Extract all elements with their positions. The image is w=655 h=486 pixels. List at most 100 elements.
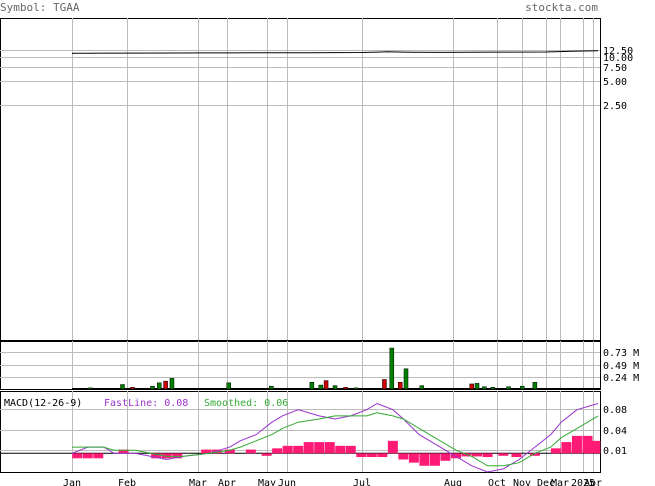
macd-histogram-bar bbox=[398, 453, 409, 460]
macd-histogram-bar bbox=[161, 453, 172, 459]
macd-smoothed-label: Smoothed: 0.06 bbox=[204, 398, 288, 409]
macd-histogram-bar bbox=[201, 449, 212, 454]
macd-histogram-bar bbox=[498, 453, 509, 456]
macd-tick-label: 0.08 bbox=[603, 405, 627, 416]
volume-bar bbox=[353, 387, 359, 390]
symbol-label: Symbol: TGAA bbox=[0, 1, 80, 14]
macd-fastline-label: FastLine: 0.08 bbox=[104, 398, 188, 409]
macd-histogram-bar bbox=[550, 448, 561, 454]
volume-bar bbox=[269, 385, 274, 390]
macd-histogram-bar bbox=[529, 453, 540, 456]
x-tick-label: Jan bbox=[63, 478, 81, 486]
volume-bar bbox=[318, 384, 324, 390]
volume-tick-label: 0.24 M bbox=[603, 373, 639, 384]
macd-histogram-bar bbox=[224, 449, 235, 454]
volume-bar bbox=[323, 380, 329, 390]
volume-bar bbox=[157, 382, 162, 390]
volume-bar bbox=[403, 368, 409, 390]
x-tick-label: Apr bbox=[218, 478, 236, 486]
volume-bar bbox=[389, 347, 395, 390]
x-tick-label: Mar bbox=[189, 478, 207, 486]
volume-bar bbox=[332, 385, 338, 390]
macd-histogram-bar bbox=[82, 453, 93, 459]
macd-histogram-bar bbox=[293, 445, 304, 454]
macd-histogram-bar bbox=[366, 453, 377, 458]
macd-histogram-bar bbox=[272, 448, 283, 454]
x-tick-label: Feb bbox=[118, 478, 136, 486]
macd-frame bbox=[0, 391, 601, 473]
macd-histogram-bar bbox=[561, 442, 572, 454]
macd-histogram-bar bbox=[482, 453, 493, 458]
macd-histogram-bar bbox=[419, 453, 430, 466]
macd-smoothed-line bbox=[72, 412, 599, 467]
macd-histogram-bar bbox=[356, 453, 367, 458]
volume-bar bbox=[88, 387, 93, 390]
price-tick-label: 5.00 bbox=[603, 77, 627, 88]
macd-title: MACD(12-26-9) bbox=[4, 398, 82, 409]
volume-bar bbox=[469, 383, 475, 390]
volume-bar bbox=[482, 386, 487, 390]
macd-histogram-bar bbox=[245, 449, 256, 454]
price-tick-label: 10.00 bbox=[603, 53, 633, 64]
x-tick-label: Oct bbox=[488, 478, 506, 486]
price-frame bbox=[0, 18, 601, 341]
volume-bar bbox=[506, 386, 511, 390]
x-tick-label: Aug bbox=[444, 478, 462, 486]
x-tick-label: Dec bbox=[537, 478, 555, 486]
macd-histogram-bar bbox=[429, 453, 440, 466]
x-tick-label: Apr bbox=[584, 478, 602, 486]
macd-histogram-bar bbox=[450, 453, 461, 459]
volume-bar bbox=[343, 387, 348, 390]
macd-histogram-bar bbox=[261, 453, 272, 456]
price-tick-label: 12.50 bbox=[603, 46, 633, 57]
macd-histogram-bar bbox=[377, 453, 388, 458]
volume-tick-label: 0.73 M bbox=[603, 348, 639, 359]
x-tick-label: May bbox=[258, 478, 276, 486]
macd-histogram-bar bbox=[440, 453, 451, 461]
volume-bar bbox=[163, 380, 168, 390]
macd-histogram-bar bbox=[387, 440, 398, 454]
volume-tick-label: 0.49 M bbox=[603, 361, 639, 372]
macd-histogram-bar bbox=[472, 453, 483, 457]
x-tick-label: 2025 bbox=[571, 478, 595, 486]
macd-histogram-bar bbox=[172, 453, 183, 459]
volume-bar bbox=[532, 382, 538, 390]
x-tick-label: Nov bbox=[513, 478, 531, 486]
volume-bar bbox=[150, 385, 155, 390]
volume-bar bbox=[226, 382, 231, 390]
macd-histogram-bar bbox=[582, 435, 593, 454]
volume-bar bbox=[490, 387, 496, 390]
volume-bar bbox=[397, 382, 403, 390]
x-tick-label: Mar bbox=[551, 478, 569, 486]
macd-histogram-bar bbox=[314, 442, 325, 454]
macd-tick-label: 0.04 bbox=[603, 426, 627, 437]
volume-bar bbox=[130, 387, 135, 390]
volume-bar bbox=[120, 384, 125, 390]
macd-histogram-bar bbox=[408, 453, 419, 463]
macd-histogram-bar bbox=[282, 445, 293, 454]
price-tick-label: 2.50 bbox=[603, 101, 627, 112]
macd-histogram-bar bbox=[590, 440, 601, 454]
volume-panel: 0.73 M 0.49 M0.24 M bbox=[0, 341, 639, 390]
volume-bar bbox=[474, 383, 480, 390]
macd-histogram-bar bbox=[461, 453, 472, 457]
macd-histogram-bar bbox=[151, 453, 162, 459]
x-tick-label: Jun bbox=[278, 478, 296, 486]
macd-histogram-bar bbox=[324, 442, 335, 454]
macd-histogram-bar bbox=[345, 445, 356, 454]
volume-bar bbox=[419, 385, 425, 390]
x-tick-label: Jul bbox=[353, 478, 371, 486]
macd-histogram-bar bbox=[93, 453, 104, 459]
price-line bbox=[71, 50, 599, 54]
macd-fastline bbox=[71, 402, 599, 473]
macd-histogram-bar bbox=[118, 449, 129, 454]
volume-bar bbox=[309, 382, 315, 390]
volume-bar bbox=[169, 378, 175, 390]
macd-panel: 0.08 0.04 0.01 bbox=[0, 391, 627, 473]
macd-histogram-bar bbox=[335, 445, 346, 454]
macd-histogram-bar bbox=[571, 435, 582, 454]
macd-histogram-bar bbox=[303, 442, 314, 454]
